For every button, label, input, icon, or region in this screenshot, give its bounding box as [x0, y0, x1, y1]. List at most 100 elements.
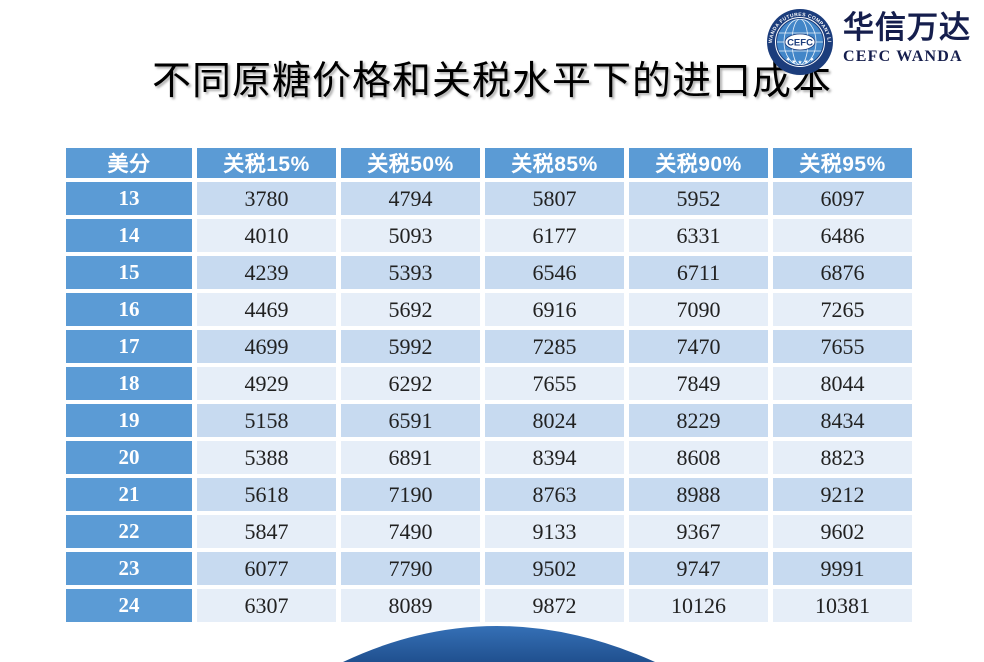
row-header-cents: 19 [66, 404, 192, 437]
cost-cell: 5393 [341, 256, 480, 289]
cost-cell: 8763 [485, 478, 624, 511]
cost-cell: 6916 [485, 293, 624, 326]
cost-cell: 7285 [485, 330, 624, 363]
cost-cell: 5388 [197, 441, 336, 474]
bottom-wave-decoration [343, 626, 655, 662]
cost-cell: 5618 [197, 478, 336, 511]
cost-cell: 10381 [773, 589, 912, 622]
emblem-stars: ★ ★ ★ ★ ★ [784, 56, 816, 66]
table-row: 20 5388 6891 8394 8608 8823 [66, 441, 912, 474]
table-row: 15 4239 5393 6546 6711 6876 [66, 256, 912, 289]
cost-cell: 9133 [485, 515, 624, 548]
column-header-tariff: 关税95% [773, 148, 912, 178]
cost-cell: 9747 [629, 552, 768, 585]
company-logo: CEFC WANDA FUTURES COMPANY LIMITED ★ ★ ★… [766, 8, 971, 76]
cost-cell: 10126 [629, 589, 768, 622]
column-header-tariff: 关税50% [341, 148, 480, 178]
row-header-cents: 15 [66, 256, 192, 289]
cost-cell: 8988 [629, 478, 768, 511]
cost-cell: 7655 [485, 367, 624, 400]
cost-cell: 8823 [773, 441, 912, 474]
row-header-cents: 20 [66, 441, 192, 474]
logo-text: 华信万达 CEFC WANDA [843, 8, 971, 66]
svg-text:★ ★ ★ ★ ★: ★ ★ ★ ★ ★ [784, 56, 816, 66]
slide-title: 不同原糖价格和关税水平下的进口成本 [151, 60, 832, 103]
column-header-tariff: 关税15% [197, 148, 336, 178]
row-header-cents: 18 [66, 367, 192, 400]
cost-cell: 8024 [485, 404, 624, 437]
cost-cell: 6711 [629, 256, 768, 289]
brand-name-cn: 华信万达 [843, 10, 971, 45]
table-row: 23 6077 7790 9502 9747 9991 [66, 552, 912, 585]
cost-cell: 7490 [341, 515, 480, 548]
cost-cell: 5093 [341, 219, 480, 252]
import-cost-table: 美分 关税15% 关税50% 关税85% 关税90% 关税95% 13 3780 4794 58… [61, 144, 917, 626]
cost-cell: 7265 [773, 293, 912, 326]
cefc-emblem-icon: CEFC WANDA FUTURES COMPANY LIMITED ★ ★ ★… [766, 8, 833, 75]
cost-cell: 8608 [629, 441, 768, 474]
table-row: 16 4469 5692 6916 7090 7265 [66, 293, 912, 326]
table-row: 13 3780 4794 5807 5952 6097 [66, 182, 912, 215]
column-header-tariff: 关税85% [485, 148, 624, 178]
table-row: 19 5158 6591 8024 8229 8434 [66, 404, 912, 437]
cost-cell: 6876 [773, 256, 912, 289]
cost-cell: 5158 [197, 404, 336, 437]
cost-cell: 4794 [341, 182, 480, 215]
cost-cell: 6486 [773, 219, 912, 252]
cost-cell: 9602 [773, 515, 912, 548]
cost-cell: 9991 [773, 552, 912, 585]
cost-cell: 4469 [197, 293, 336, 326]
cost-cell: 9502 [485, 552, 624, 585]
row-header-cents: 16 [66, 293, 192, 326]
cost-cell: 6077 [197, 552, 336, 585]
table-row: 24 6307 8089 9872 10126 10381 [66, 589, 912, 622]
cost-cell: 5692 [341, 293, 480, 326]
cost-cell: 4239 [197, 256, 336, 289]
table-row: 17 4699 5992 7285 7470 7655 [66, 330, 912, 363]
cost-cell: 9212 [773, 478, 912, 511]
cost-cell: 7790 [341, 552, 480, 585]
cost-cell: 7470 [629, 330, 768, 363]
cost-cell: 7090 [629, 293, 768, 326]
cost-cell: 6891 [341, 441, 480, 474]
table-row: 22 5847 7490 9133 9367 9602 [66, 515, 912, 548]
row-header-cents: 23 [66, 552, 192, 585]
cost-cell: 6546 [485, 256, 624, 289]
row-header-cents: 24 [66, 589, 192, 622]
cost-cell: 9872 [485, 589, 624, 622]
cost-cell: 7849 [629, 367, 768, 400]
cost-cell: 9367 [629, 515, 768, 548]
cost-cell: 6331 [629, 219, 768, 252]
cost-cell: 6292 [341, 367, 480, 400]
cost-cell: 3780 [197, 182, 336, 215]
table-row: 18 4929 6292 7655 7849 8044 [66, 367, 912, 400]
cost-cell: 4699 [197, 330, 336, 363]
table-row: 14 4010 5093 6177 6331 6486 [66, 219, 912, 252]
cost-cell: 4929 [197, 367, 336, 400]
cost-cell: 5952 [629, 182, 768, 215]
cost-cell: 5992 [341, 330, 480, 363]
cost-cell: 4010 [197, 219, 336, 252]
row-header-cents: 17 [66, 330, 192, 363]
column-header-cents: 美分 [66, 148, 192, 178]
cost-cell: 5847 [197, 515, 336, 548]
cost-cell: 7655 [773, 330, 912, 363]
row-header-cents: 22 [66, 515, 192, 548]
row-header-cents: 14 [66, 219, 192, 252]
emblem-center-text: CEFC [787, 37, 813, 48]
cost-cell: 8044 [773, 367, 912, 400]
header-row: 美分 关税15% 关税50% 关税85% 关税90% 关税95% [66, 148, 912, 178]
brand-name-en: CEFC WANDA [843, 47, 963, 65]
cost-cell: 8229 [629, 404, 768, 437]
cost-cell: 6097 [773, 182, 912, 215]
cost-cell: 8089 [341, 589, 480, 622]
cost-cell: 6307 [197, 589, 336, 622]
cost-cell: 8394 [485, 441, 624, 474]
cost-cell: 7190 [341, 478, 480, 511]
row-header-cents: 13 [66, 182, 192, 215]
cost-cell: 5807 [485, 182, 624, 215]
cost-cell: 6177 [485, 219, 624, 252]
column-header-tariff: 关税90% [629, 148, 768, 178]
cost-cell: 6591 [341, 404, 480, 437]
